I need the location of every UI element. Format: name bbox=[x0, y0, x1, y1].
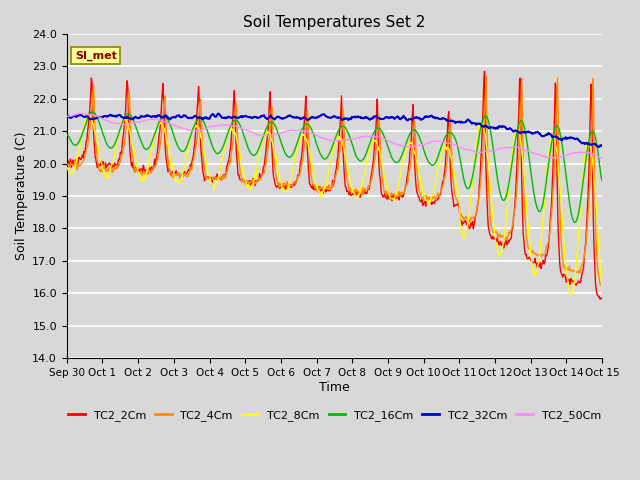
Title: Soil Temperatures Set 2: Soil Temperatures Set 2 bbox=[243, 15, 426, 30]
Legend: TC2_2Cm, TC2_4Cm, TC2_8Cm, TC2_16Cm, TC2_32Cm, TC2_50Cm: TC2_2Cm, TC2_4Cm, TC2_8Cm, TC2_16Cm, TC2… bbox=[63, 406, 605, 425]
Text: SI_met: SI_met bbox=[75, 50, 116, 60]
X-axis label: Time: Time bbox=[319, 381, 350, 394]
Y-axis label: Soil Temperature (C): Soil Temperature (C) bbox=[15, 132, 28, 260]
